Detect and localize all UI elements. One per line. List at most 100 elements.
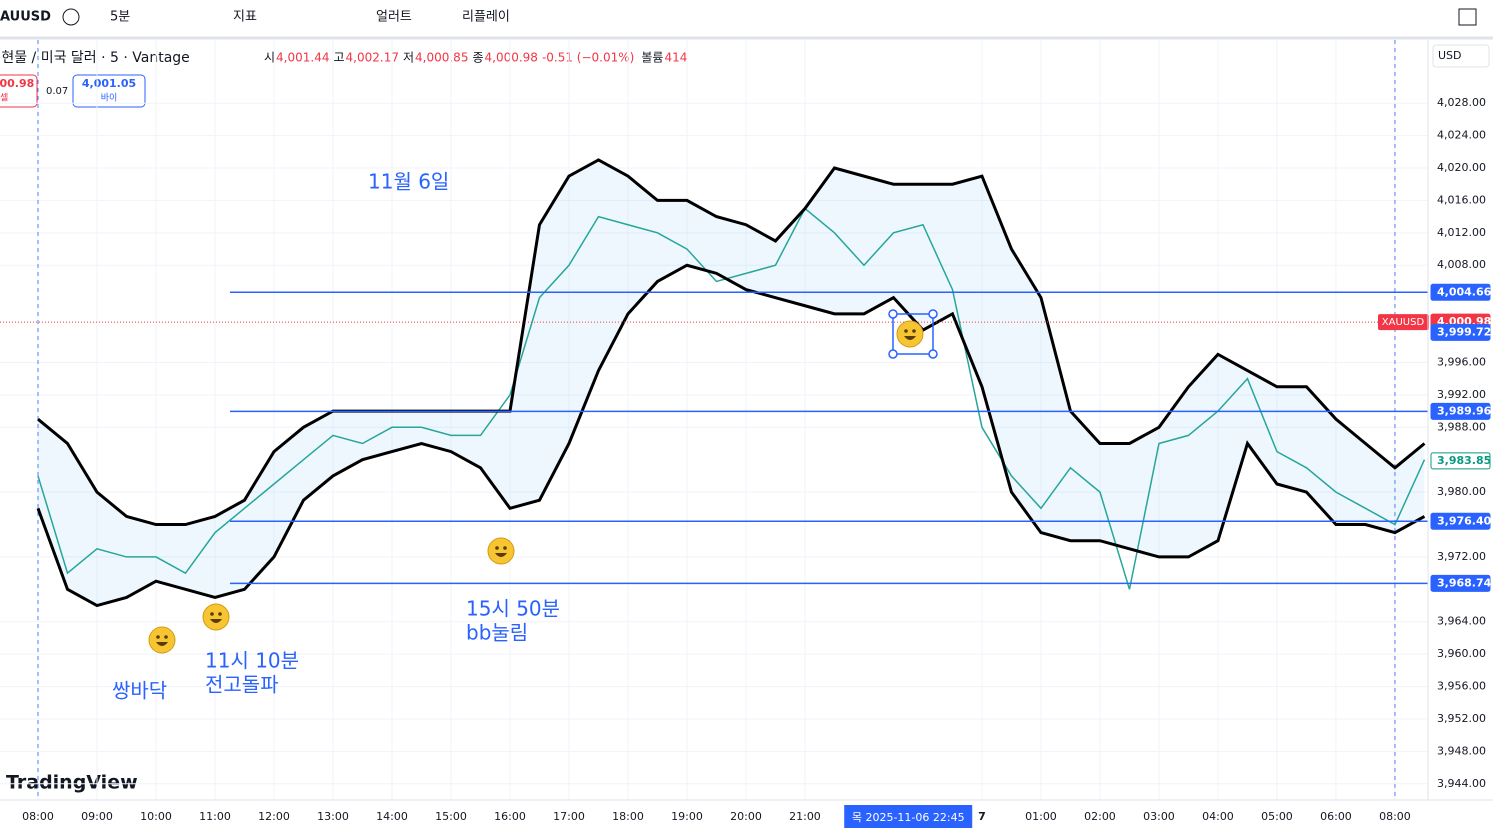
y-tick-label: 3,996.00	[1437, 355, 1486, 368]
x-tick-label: 11:00	[199, 810, 231, 823]
selection-box	[892, 313, 934, 355]
buy-label[interactable]: 바이	[101, 93, 118, 104]
fullscreen[interactable]	[1458, 8, 1477, 26]
price-tag	[1430, 512, 1491, 530]
emoji-eye	[503, 546, 507, 550]
y-tick-label: 3,964.00	[1437, 615, 1486, 628]
x-tick-label: 16:00	[494, 810, 526, 823]
y-tick-label: 3,944.00	[1437, 777, 1486, 790]
emoji-eye	[218, 612, 222, 616]
price-tag-label: 3,989.96	[1437, 404, 1492, 417]
emoji-eye	[912, 329, 916, 333]
emoji-mouth	[495, 553, 507, 557]
sell-button[interactable]	[0, 74, 38, 108]
ohlc-text: -0.51 (−0.01%)	[542, 51, 634, 65]
y-tick-label: 4,024.00	[1437, 129, 1486, 142]
ohlc-text: 볼륨	[641, 51, 663, 65]
price-tag	[1430, 283, 1491, 301]
spread: 0.07	[46, 86, 68, 97]
x-tick-label: 20:00	[730, 810, 762, 823]
ohlc-text: 종	[472, 51, 483, 65]
price-line	[37, 207, 1426, 590]
emoji-mouth	[904, 336, 916, 340]
price-tag	[1430, 323, 1491, 341]
y-tick-label: 4,012.00	[1437, 226, 1486, 239]
indicators[interactable]: 지표	[233, 10, 257, 25]
symbol-tag	[1378, 314, 1429, 331]
x-tick-label: 15:00	[435, 810, 467, 823]
ohlc: 시 4,001.44 고 4,002.17 저 4,000.85 종 4,000.98 -0.5…	[264, 51, 687, 65]
x-tick-label: 02:00	[1084, 810, 1116, 823]
selection-handle	[888, 349, 898, 359]
y-tick-label: 4,028.00	[1437, 96, 1486, 109]
x-tick-label: 09:00	[81, 810, 113, 823]
buy-price[interactable]: 4,001.05	[82, 77, 136, 90]
x-tick-label: 06:00	[1320, 810, 1352, 823]
interval[interactable]: 5분	[110, 10, 130, 25]
ohlc-text: 저	[403, 51, 414, 65]
y-tick-label: 3,972.00	[1437, 550, 1486, 563]
y-tick-label: 3,992.00	[1437, 388, 1486, 401]
y-tick-label: 3,980.00	[1437, 485, 1486, 498]
band-line	[37, 158, 1426, 527]
symbol-name: 금 현물 / 미국 달러 · 5 · Vantage	[0, 50, 190, 66]
add-symbol[interactable]	[62, 8, 80, 26]
y-tick-label: 4,016.00	[1437, 193, 1486, 206]
annotation: 11월 6일	[368, 170, 449, 194]
x-tick-label: 04:00	[1202, 810, 1234, 823]
emoji-eye	[156, 635, 160, 639]
currency-select[interactable]	[1432, 44, 1490, 68]
emoji-mouth	[156, 642, 168, 646]
currency[interactable]: USD	[1438, 49, 1462, 62]
ohlc-text: 414	[664, 51, 687, 65]
ohlc-text: 4,000.85	[415, 51, 468, 65]
toolbar	[0, 0, 1493, 37]
ohlc-text: 4,001.44	[276, 51, 329, 65]
price-tag-label: 3,976.40	[1437, 514, 1492, 527]
x-tick-label: 10:00	[140, 810, 172, 823]
x-tick-label: 7	[978, 810, 986, 823]
y-tick-label: 3,952.00	[1437, 712, 1486, 725]
price-tag-label: 3,983.85	[1437, 454, 1491, 467]
x-tick-label: 18:00	[612, 810, 644, 823]
plot-area	[0, 40, 1428, 800]
annotation: 전고돌파	[205, 673, 279, 697]
x-tick-label: 19:00	[671, 810, 703, 823]
price-tag	[1430, 574, 1491, 592]
price-tag	[1430, 452, 1491, 470]
price-tag-label: 3,999.72	[1437, 325, 1491, 338]
price-tag-label: 3,968.74	[1437, 576, 1492, 589]
band-fill	[37, 159, 1425, 606]
alert[interactable]: 얼러트	[376, 10, 412, 25]
logo: TradingView	[6, 772, 138, 794]
band-line	[36, 263, 1426, 608]
annotation: 15시 50분	[466, 597, 560, 621]
ohlc-text: 4,002.17	[346, 51, 399, 65]
y-tick-label: 4,020.00	[1437, 161, 1486, 174]
emoji	[487, 537, 515, 565]
sell-label[interactable]: 셀	[0, 93, 8, 104]
y-tick-label: 3,956.00	[1437, 680, 1486, 693]
emoji	[148, 626, 176, 654]
x-tick-label: 17:00	[553, 810, 585, 823]
emoji-mouth	[210, 619, 222, 623]
selection-handle	[888, 309, 898, 319]
crosshair-tag	[844, 805, 973, 828]
annotation: 11시 10분	[205, 649, 299, 673]
symbol-tag-label: XAUUSD	[1382, 317, 1425, 328]
sell-price[interactable]: 4,000.98	[0, 77, 34, 90]
emoji	[896, 320, 924, 348]
price-tag-label: 4,004.66	[1437, 285, 1492, 298]
symbol[interactable]: XAUUSD	[0, 10, 51, 25]
y-tick-label: 3,948.00	[1437, 744, 1486, 757]
buy-button[interactable]	[72, 74, 146, 108]
annotation: bb눌림	[466, 621, 528, 645]
emoji-eye	[495, 546, 499, 550]
crosshair-label: 목 2025-11-06 22:45	[852, 811, 965, 824]
emoji-eye	[164, 635, 168, 639]
replay[interactable]: 리플레이	[462, 10, 510, 25]
price-tag	[1430, 402, 1491, 420]
x-tick-label: 08:00	[22, 810, 54, 823]
x-tick-label: 08:00	[1379, 810, 1411, 823]
